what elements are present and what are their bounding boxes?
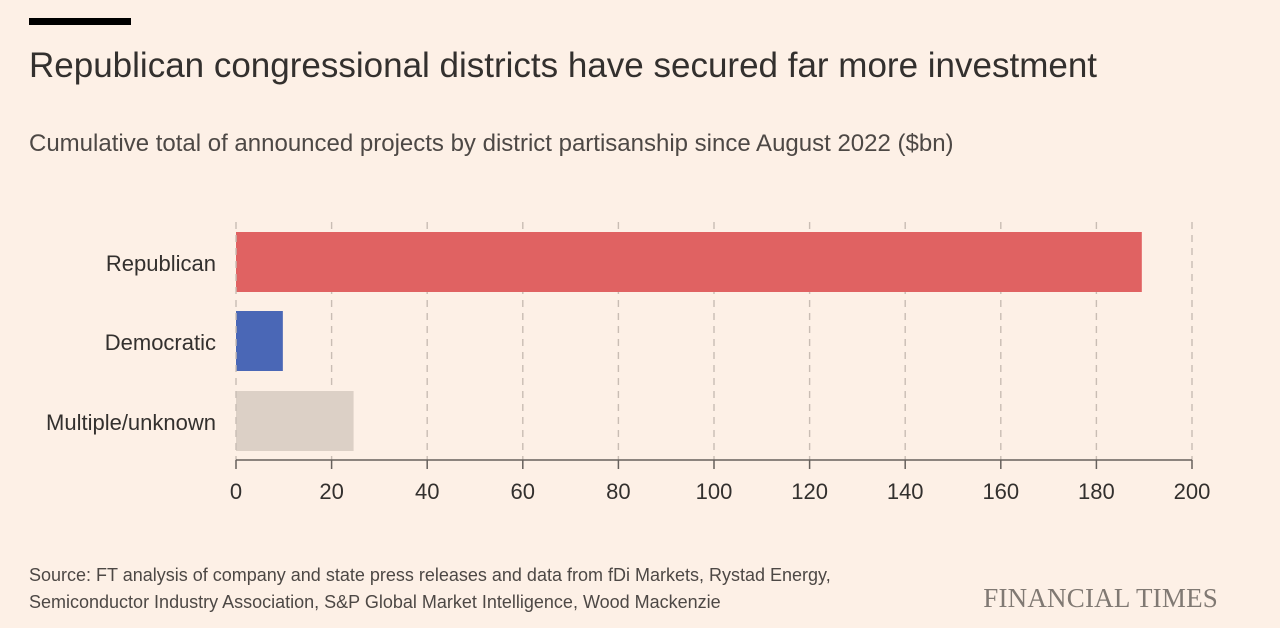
x-tick-label: 20 [319,479,343,504]
bar-chart: Republican Democratic Multiple/unknown 0 20 4… [46,222,1211,504]
chart-subtitle: Cumulative total of announced projects b… [29,130,954,157]
x-tick-label: 0 [230,479,242,504]
x-tick-label: 120 [791,479,828,504]
x-tick-label: 60 [511,479,535,504]
category-label: Democratic [105,330,216,355]
x-tick-label: 180 [1078,479,1115,504]
bar [236,232,1142,292]
x-tick-label: 100 [696,479,733,504]
bar [236,311,283,371]
category-label: Multiple/unknown [46,410,216,435]
x-tick-label: 80 [606,479,630,504]
x-tick-label: 200 [1174,479,1211,504]
source-line-2: Semiconductor Industry Association, S&P … [29,592,721,612]
category-label: Republican [106,251,216,276]
source-line-1: Source: FT analysis of company and state… [29,565,831,585]
source-note: Source: FT analysis of company and state… [29,562,959,616]
x-tick-label: 40 [415,479,439,504]
brand-logo: FINANCIAL TIMES [983,583,1218,613]
top-rule [29,18,131,25]
bar [236,391,354,451]
x-tick-label: 140 [887,479,924,504]
chart-title: Republican congressional districts have … [29,46,1098,85]
x-tick-label: 160 [982,479,1019,504]
